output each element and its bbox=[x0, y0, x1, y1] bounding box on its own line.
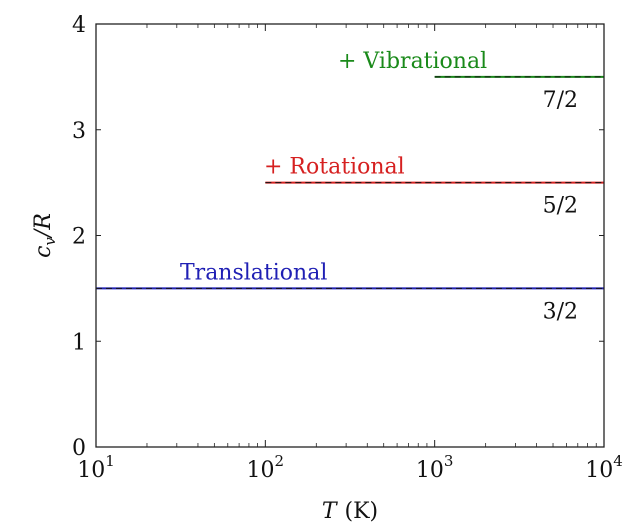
annotations: Translational 3/2 + Rotational 5/2 + Vibrati… bbox=[180, 49, 578, 325]
axis-ticks bbox=[95, 23, 605, 448]
series-label: + Vibrational bbox=[338, 49, 487, 74]
y-tick-label: 4 bbox=[72, 13, 86, 38]
plot-frame bbox=[95, 23, 605, 448]
series-label: Translational bbox=[180, 260, 327, 285]
x-axis-label: T (K) bbox=[322, 499, 378, 524]
series-label: + Rotational bbox=[264, 155, 405, 180]
x-axis-unit: (K) bbox=[345, 499, 379, 524]
series-value-label: 7/2 bbox=[543, 88, 578, 113]
x-axis-variable: T bbox=[322, 499, 339, 524]
y-tick-label: 1 bbox=[72, 330, 86, 355]
y-tick-label: 2 bbox=[72, 225, 86, 250]
series-value-label: 3/2 bbox=[543, 299, 578, 324]
tick-labels: 0 1 2 3 4 101 102 103 104 bbox=[72, 13, 623, 483]
y-tick-label: 0 bbox=[72, 436, 86, 461]
series-layer bbox=[96, 75, 604, 290]
x-tick-label: 104 bbox=[585, 452, 623, 483]
y-axis-label: cv/R bbox=[31, 213, 59, 258]
series-value-label: 5/2 bbox=[543, 194, 578, 219]
x-tick-label: 101 bbox=[77, 452, 115, 483]
x-tick-label: 103 bbox=[416, 452, 454, 483]
y-tick-label: 3 bbox=[72, 119, 86, 144]
x-tick-label: 102 bbox=[247, 452, 285, 483]
